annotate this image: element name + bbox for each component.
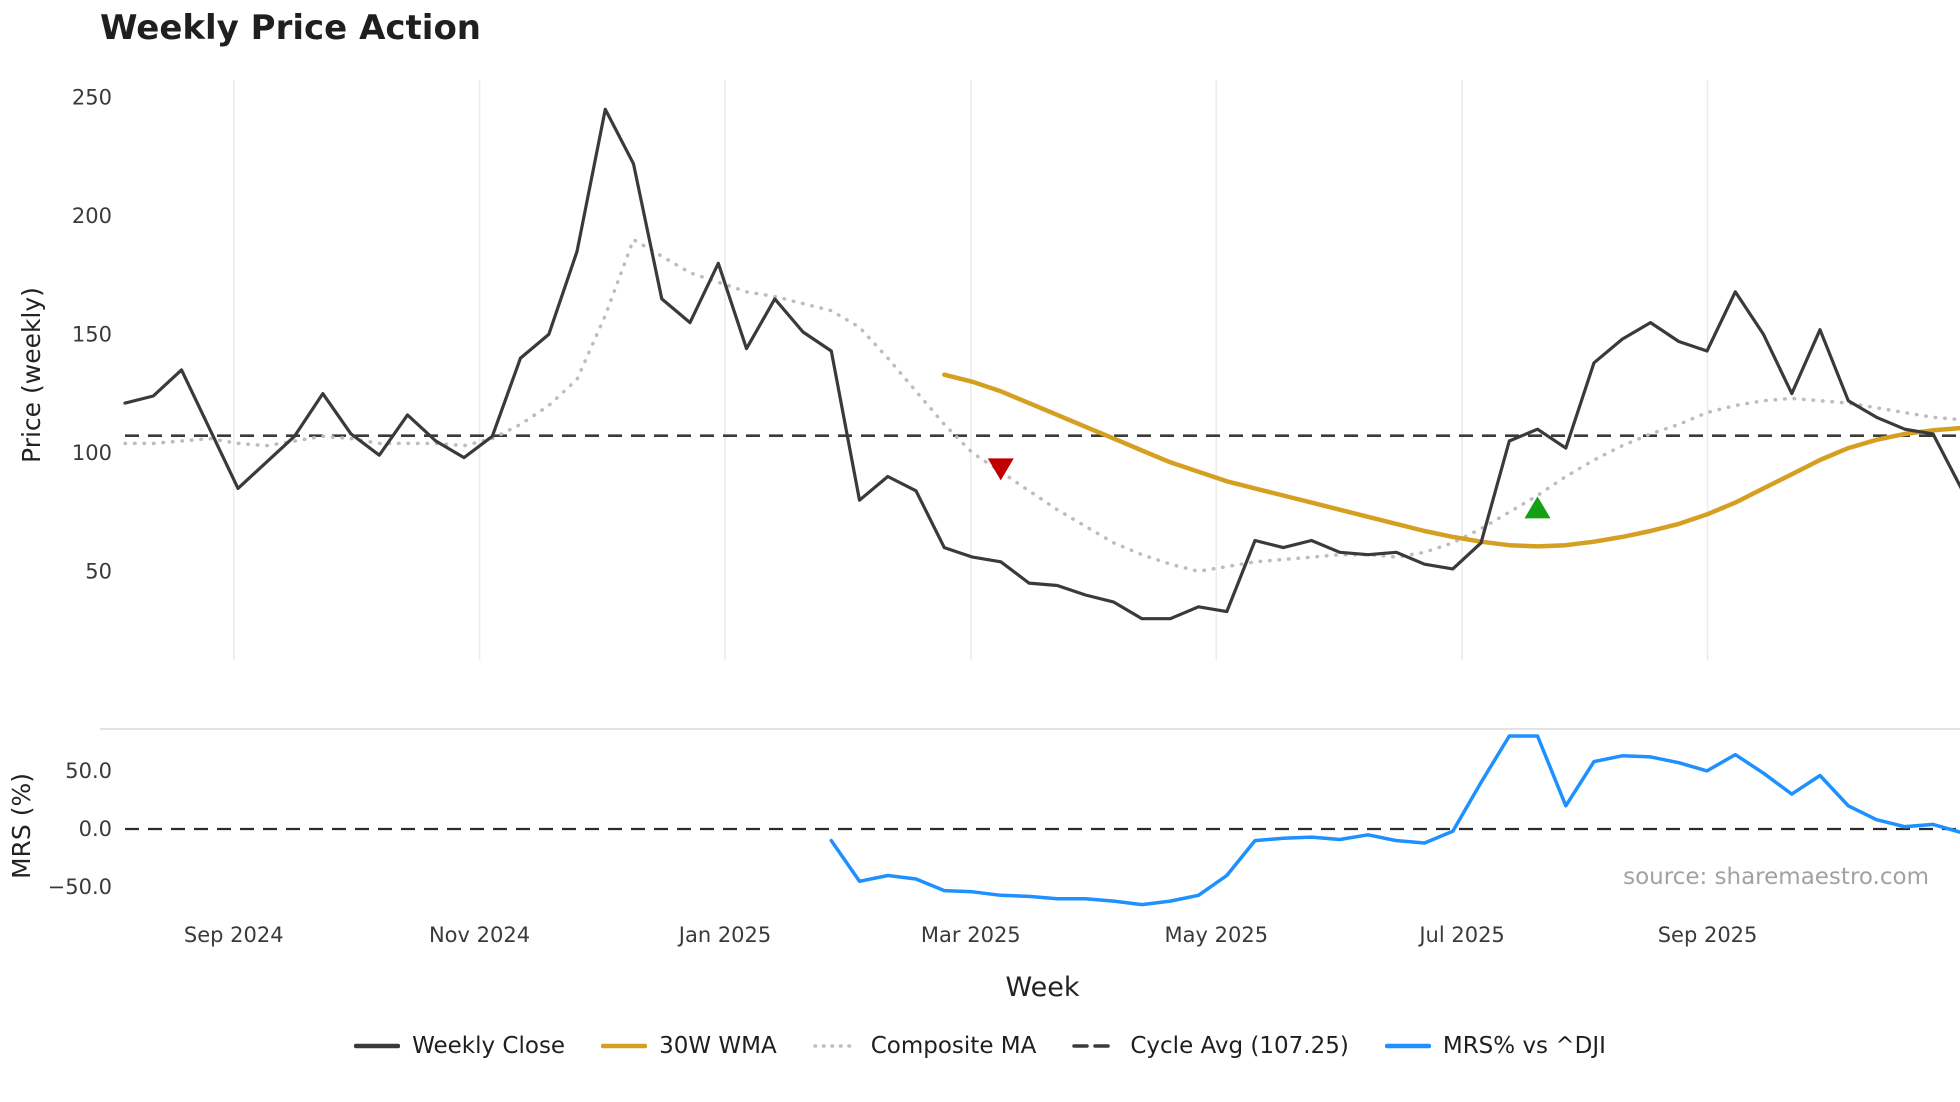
price-tick-label: 200 — [72, 204, 112, 228]
mrs-tick-label: −50.0 — [48, 875, 112, 899]
series-mrs-vs-dji — [829, 734, 1960, 907]
legend-item: Cycle Avg (107.25) — [1072, 1033, 1349, 1059]
price-tick-label: 100 — [72, 441, 112, 465]
mrs-tick-label: 50.0 — [65, 759, 112, 783]
source-credit: source: sharemaestro.com — [1623, 864, 1929, 890]
price-axis-label: Price (weekly) — [17, 287, 46, 463]
x-tick-label: Sep 2024 — [184, 923, 284, 947]
chart-title: Weekly Price Action — [100, 8, 482, 48]
legend-label: 30W WMA — [659, 1033, 777, 1059]
legend-swatch-solid — [1384, 1043, 1431, 1049]
legend-swatch-dotted — [812, 1044, 859, 1048]
sell-signal-marker — [987, 458, 1014, 481]
legend-item: 30W WMA — [601, 1033, 777, 1059]
mrs-tick-label: 0.0 — [79, 817, 112, 841]
legend-label: Weekly Close — [412, 1033, 566, 1059]
legend-label: MRS% vs ^DJI — [1442, 1033, 1606, 1059]
series-composite-ma — [123, 237, 1960, 574]
x-tick-label: Mar 2025 — [921, 923, 1021, 947]
x-tick-label: Nov 2024 — [429, 923, 530, 947]
legend-item: Weekly Close — [354, 1033, 565, 1059]
price-tick-label: 150 — [72, 322, 112, 346]
legend-label: Composite MA — [870, 1033, 1037, 1059]
legend-item: MRS% vs ^DJI — [1384, 1033, 1606, 1059]
legend-swatch-dashed — [1072, 1044, 1119, 1048]
price-tick-label: 250 — [72, 86, 112, 110]
x-tick-label: May 2025 — [1165, 923, 1269, 947]
mrs-axis-label: MRS (%) — [7, 772, 36, 880]
buy-signal-marker — [1524, 496, 1551, 519]
series-weekly-close — [123, 107, 1960, 621]
week-axis-label: Week — [1005, 972, 1080, 1003]
x-tick-label: Sep 2025 — [1658, 923, 1758, 947]
legend-swatch-solid — [601, 1043, 648, 1049]
legend-swatch-solid — [354, 1043, 401, 1049]
legend-item: Composite MA — [812, 1033, 1037, 1059]
x-tick-label: Jan 2025 — [677, 923, 772, 947]
x-tick-label: Jul 2025 — [1417, 923, 1504, 947]
series-30w-wma — [942, 372, 1960, 549]
legend-label: Cycle Avg (107.25) — [1130, 1033, 1349, 1059]
price-tick-label: 50 — [85, 559, 112, 583]
legend: Weekly Close 30W WMA Composite MA Cycle Avg… — [0, 1033, 1960, 1059]
